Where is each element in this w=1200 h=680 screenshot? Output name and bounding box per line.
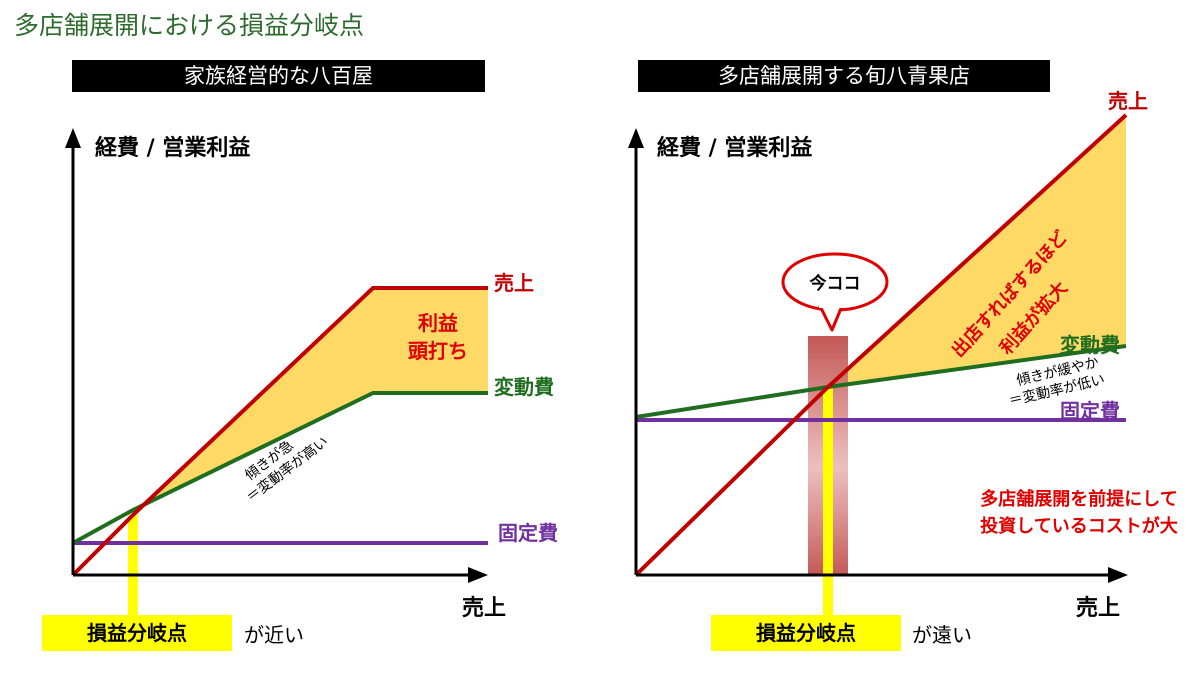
page-title: 多店舗展開における損益分岐点 bbox=[14, 11, 365, 40]
right-chart: 経費 / 営業利益売上売上変動費固定費傾きが緩やか＝変動率が低い出店すればするほ… bbox=[628, 89, 1178, 621]
profit-area bbox=[133, 288, 488, 515]
left-bep-label: 損益分岐点 bbox=[42, 615, 232, 651]
y-axis-label: 経費 / 営業利益 bbox=[657, 135, 812, 161]
investment-note: 投資しているコストが大 bbox=[980, 515, 1177, 537]
y-axis-arrow bbox=[65, 128, 81, 148]
profit-label: 頭打ち bbox=[408, 339, 468, 363]
callout-tail bbox=[818, 304, 844, 332]
y-axis-arrow bbox=[628, 128, 644, 148]
fixed-cost-label: 固定費 bbox=[1060, 399, 1120, 423]
fixed-cost-label: 固定費 bbox=[498, 521, 558, 545]
variable-cost-label: 変動費 bbox=[494, 375, 554, 399]
sales-line bbox=[71, 286, 488, 577]
callout-text: 今ココ bbox=[810, 273, 861, 294]
left-panel-header: 家族経営的な八百屋 bbox=[72, 60, 485, 92]
investment-note: 多店舗展開を前提にして bbox=[980, 488, 1177, 510]
x-axis-label: 売上 bbox=[1076, 595, 1120, 621]
sales-label: 売上 bbox=[494, 271, 534, 295]
variable-cost-label: 変動費 bbox=[1060, 333, 1120, 357]
sales-label: 売上 bbox=[1108, 89, 1148, 113]
bep-bar bbox=[823, 387, 833, 615]
callout-tail-mask bbox=[819, 302, 845, 308]
x-axis-label: 売上 bbox=[462, 595, 506, 621]
left-bep-note: が近い bbox=[244, 623, 304, 647]
y-axis-label: 経費 / 営業利益 bbox=[95, 135, 250, 161]
profit-label: 利益 bbox=[418, 311, 458, 335]
right-panel-header: 多店舗展開する旬八青果店 bbox=[638, 60, 1050, 92]
x-axis-arrow bbox=[468, 567, 488, 583]
right-bep-label: 損益分岐点 bbox=[711, 615, 901, 651]
x-axis-arrow bbox=[1108, 567, 1128, 583]
variable-cost-line bbox=[72, 391, 488, 545]
right-bep-note: が遠い bbox=[912, 623, 972, 647]
bep-bar bbox=[128, 515, 138, 615]
sales-line bbox=[634, 113, 1128, 577]
